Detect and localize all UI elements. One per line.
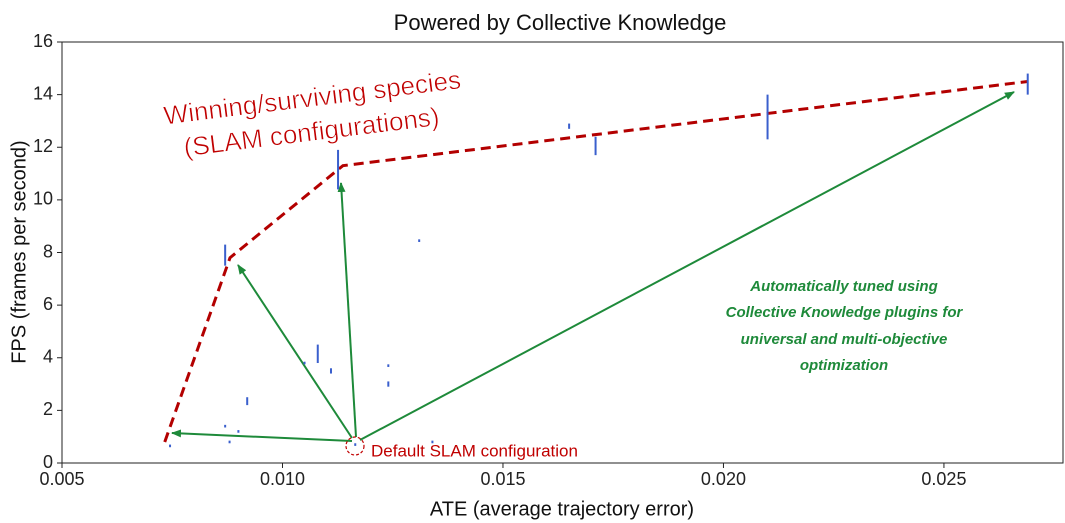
annotation: Default SLAM configuration [371, 441, 578, 460]
y-tick-label: 2 [43, 399, 53, 419]
error-bar [169, 444, 172, 448]
error-bar [316, 344, 319, 364]
error-bar [387, 381, 390, 387]
y-tick-label: 4 [43, 347, 53, 367]
error-bar [354, 443, 357, 446]
default-marker [345, 436, 365, 456]
x-tick-label: 0.020 [701, 469, 746, 489]
arrow [337, 182, 357, 438]
error-bar [224, 424, 227, 428]
error-bar [237, 430, 240, 433]
arrow [237, 264, 353, 439]
x-tick-label: 0.010 [260, 469, 305, 489]
winning-label: Winning/surviving species (SLAM configur… [162, 64, 463, 163]
arrow [359, 91, 1015, 441]
y-tick-label: 6 [43, 294, 53, 314]
x-tick-label: 0.025 [921, 469, 966, 489]
error-bar [1026, 73, 1029, 95]
annotation: Collective Knowledge plugins for [726, 304, 964, 321]
error-bar [329, 368, 332, 374]
arrows [171, 91, 1015, 442]
error-bar [594, 136, 597, 156]
x-tick-label: 0.015 [480, 469, 525, 489]
error-bar [418, 239, 421, 242]
x-axis-label: ATE (average trajectory error) [430, 498, 694, 520]
y-tick-label: 16 [33, 31, 53, 51]
y-tick-label: 8 [43, 241, 53, 261]
y-tick-label: 12 [33, 136, 53, 156]
error-bar [228, 440, 231, 444]
error-bar [387, 364, 390, 367]
error-bar [303, 361, 306, 365]
y-tick-label: 0 [43, 452, 53, 472]
arrow [171, 429, 353, 442]
error-bar [568, 123, 571, 129]
error-bar [337, 149, 340, 190]
error-bar [766, 94, 769, 140]
chart-title: Powered by Collective Knowledge [394, 10, 727, 35]
error-bar [246, 397, 249, 406]
annotation: optimization [800, 357, 888, 374]
y-axis-label: FPS (frames per second) [8, 140, 30, 363]
x-tick-label: 0.005 [39, 469, 84, 489]
y-tick-label: 14 [33, 83, 53, 103]
annotation: universal and multi-objective [741, 331, 948, 348]
frontier-line [163, 79, 1028, 443]
error-bar [224, 244, 227, 266]
annotation: Automatically tuned using [749, 278, 938, 295]
error-bar [431, 440, 434, 444]
y-tick-label: 10 [33, 189, 53, 209]
